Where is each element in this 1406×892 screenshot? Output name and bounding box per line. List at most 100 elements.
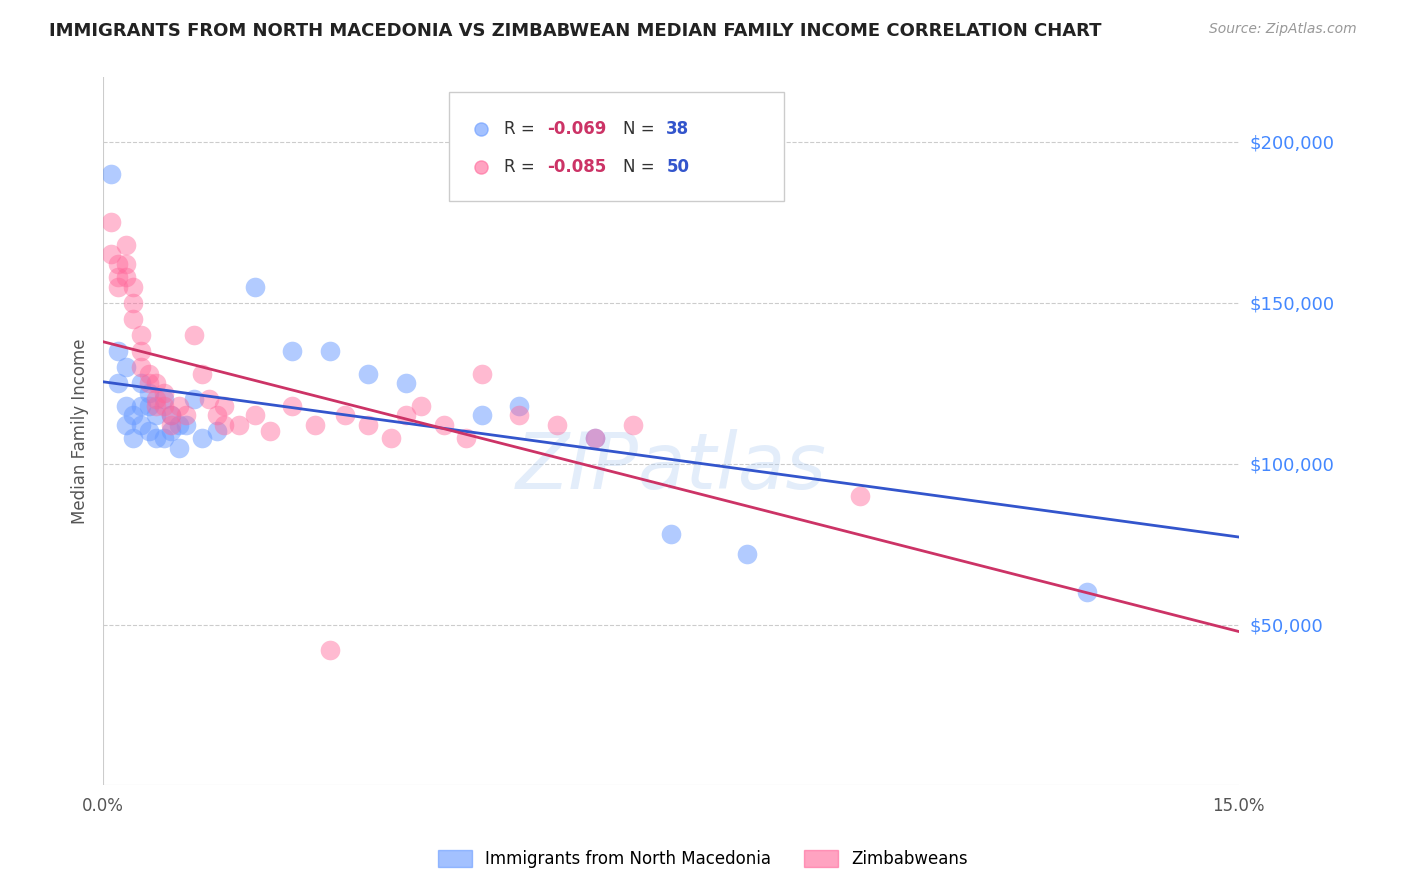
Point bbox=[152, 392, 174, 407]
Point bbox=[243, 409, 266, 423]
Point bbox=[319, 343, 342, 358]
Point bbox=[129, 327, 152, 342]
Point bbox=[849, 489, 872, 503]
Point bbox=[395, 376, 418, 391]
Point bbox=[107, 279, 129, 293]
Text: 50: 50 bbox=[666, 159, 689, 177]
Point bbox=[122, 431, 145, 445]
Point bbox=[129, 399, 152, 413]
Point bbox=[198, 392, 221, 407]
Point bbox=[138, 367, 160, 381]
Point bbox=[160, 409, 183, 423]
Point bbox=[114, 270, 136, 285]
Point bbox=[122, 409, 145, 423]
Point bbox=[205, 409, 228, 423]
Point bbox=[205, 425, 228, 439]
Point bbox=[380, 431, 402, 445]
Text: IMMIGRANTS FROM NORTH MACEDONIA VS ZIMBABWEAN MEDIAN FAMILY INCOME CORRELATION C: IMMIGRANTS FROM NORTH MACEDONIA VS ZIMBA… bbox=[49, 22, 1102, 40]
Point bbox=[145, 431, 167, 445]
Point bbox=[160, 425, 183, 439]
Point bbox=[138, 399, 160, 413]
Point bbox=[107, 376, 129, 391]
Point bbox=[183, 327, 205, 342]
Point bbox=[281, 343, 304, 358]
Point bbox=[107, 343, 129, 358]
Point bbox=[212, 417, 235, 432]
Text: R =: R = bbox=[503, 159, 540, 177]
Point bbox=[433, 417, 456, 432]
Point bbox=[145, 409, 167, 423]
Point bbox=[107, 257, 129, 271]
Point bbox=[129, 343, 152, 358]
Point bbox=[357, 367, 380, 381]
Point bbox=[357, 417, 380, 432]
Point bbox=[183, 392, 205, 407]
Point bbox=[583, 431, 606, 445]
Point bbox=[304, 417, 326, 432]
Point bbox=[167, 417, 190, 432]
Legend: Immigrants from North Macedonia, Zimbabweans: Immigrants from North Macedonia, Zimbabw… bbox=[432, 843, 974, 875]
Point bbox=[167, 441, 190, 455]
Point bbox=[167, 399, 190, 413]
Point bbox=[190, 431, 212, 445]
Point bbox=[243, 279, 266, 293]
Point bbox=[114, 257, 136, 271]
Point bbox=[259, 425, 281, 439]
Point bbox=[107, 270, 129, 285]
Point bbox=[228, 417, 250, 432]
Point bbox=[122, 295, 145, 310]
Point bbox=[114, 417, 136, 432]
Point bbox=[212, 399, 235, 413]
Point bbox=[138, 376, 160, 391]
Point bbox=[659, 527, 682, 541]
Text: 38: 38 bbox=[666, 120, 689, 138]
Point bbox=[1076, 585, 1098, 599]
Point bbox=[456, 431, 478, 445]
Point bbox=[395, 409, 418, 423]
Point bbox=[281, 399, 304, 413]
Point bbox=[735, 547, 758, 561]
Point bbox=[471, 367, 494, 381]
Point bbox=[138, 425, 160, 439]
Text: N =: N = bbox=[623, 159, 659, 177]
Point bbox=[508, 399, 530, 413]
Point bbox=[190, 367, 212, 381]
Point bbox=[176, 409, 198, 423]
Point bbox=[122, 311, 145, 326]
FancyBboxPatch shape bbox=[450, 92, 785, 202]
Point bbox=[145, 376, 167, 391]
Text: R =: R = bbox=[503, 120, 540, 138]
Point bbox=[100, 247, 122, 261]
Point bbox=[319, 643, 342, 657]
Point bbox=[152, 385, 174, 400]
Point bbox=[152, 431, 174, 445]
Point bbox=[100, 215, 122, 229]
Point bbox=[145, 399, 167, 413]
Text: Source: ZipAtlas.com: Source: ZipAtlas.com bbox=[1209, 22, 1357, 37]
Point bbox=[621, 417, 644, 432]
Point bbox=[160, 409, 183, 423]
Point bbox=[100, 167, 122, 181]
Point bbox=[335, 409, 357, 423]
Point bbox=[546, 417, 568, 432]
Point bbox=[409, 399, 432, 413]
Point bbox=[129, 360, 152, 375]
Point bbox=[138, 385, 160, 400]
Text: ZIPatlas: ZIPatlas bbox=[516, 429, 827, 505]
Point bbox=[129, 376, 152, 391]
Point bbox=[583, 431, 606, 445]
Point bbox=[160, 417, 183, 432]
Point bbox=[122, 279, 145, 293]
Point bbox=[145, 392, 167, 407]
Text: N =: N = bbox=[623, 120, 659, 138]
Point bbox=[546, 183, 568, 197]
Point bbox=[114, 237, 136, 252]
Point bbox=[152, 399, 174, 413]
Text: -0.085: -0.085 bbox=[547, 159, 606, 177]
Point bbox=[508, 409, 530, 423]
Point bbox=[176, 417, 198, 432]
Text: -0.069: -0.069 bbox=[547, 120, 606, 138]
Y-axis label: Median Family Income: Median Family Income bbox=[72, 339, 89, 524]
Point bbox=[129, 417, 152, 432]
Point bbox=[114, 360, 136, 375]
